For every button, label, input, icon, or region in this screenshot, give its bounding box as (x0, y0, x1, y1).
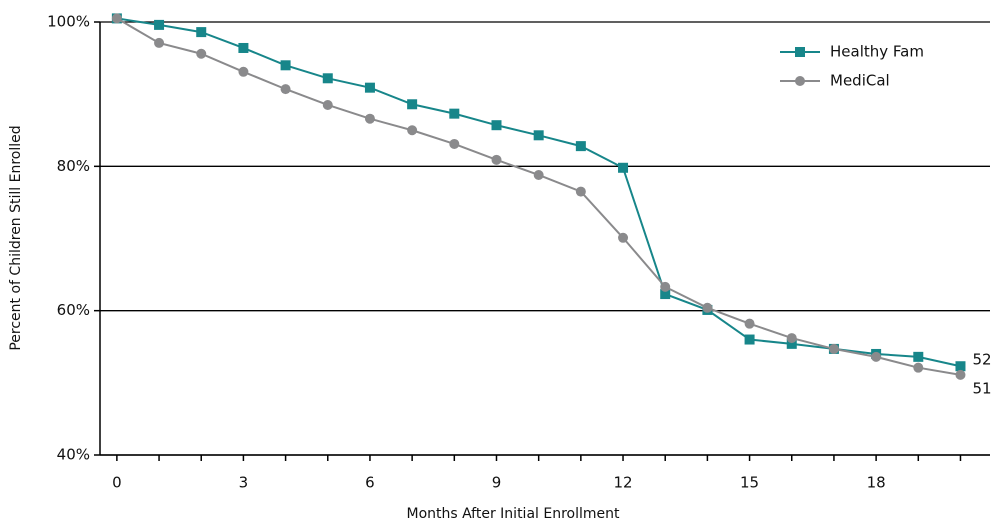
legend-marker (795, 76, 805, 86)
data-point (660, 289, 671, 300)
data-point (111, 13, 122, 24)
data-point (449, 138, 460, 149)
data-point (280, 60, 291, 71)
data-label: 52 (972, 351, 991, 369)
data-point (322, 73, 333, 84)
x-axis-title: Months After Initial Enrollment (406, 506, 620, 522)
data-point (618, 232, 629, 243)
y-tick-label: 40% (57, 446, 90, 464)
x-tick-label: 3 (239, 474, 249, 492)
data-point (744, 334, 755, 345)
data-point (407, 125, 418, 136)
data-point (364, 82, 375, 93)
data-point (575, 141, 586, 152)
x-tick-label: 15 (740, 474, 759, 492)
data-point (618, 162, 629, 173)
x-tick-label: 6 (365, 474, 375, 492)
data-point (280, 84, 291, 95)
data-point (533, 130, 544, 141)
data-point (449, 108, 460, 119)
x-tick-label: 18 (867, 474, 886, 492)
data-point (913, 362, 924, 373)
data-label: 51 (972, 379, 991, 397)
data-point (196, 27, 207, 38)
data-point (660, 281, 671, 292)
legend-label: Healthy Fam (830, 43, 924, 61)
data-point (786, 338, 797, 349)
data-point (491, 120, 502, 131)
data-point (154, 37, 165, 48)
data-point (828, 343, 839, 354)
data-point (871, 351, 882, 362)
data-point (786, 333, 797, 344)
data-point (575, 186, 586, 197)
x-tick-label: 0 (112, 474, 122, 492)
data-point (702, 302, 713, 313)
data-point (238, 42, 249, 53)
legend-label: MediCal (830, 72, 890, 90)
legend-marker (795, 47, 805, 57)
data-point (955, 361, 966, 372)
y-tick-label: 60% (57, 301, 90, 319)
x-tick-label: 9 (492, 474, 502, 492)
data-point (744, 318, 755, 329)
data-point (533, 169, 544, 180)
data-point (196, 48, 207, 59)
x-tick-label: 12 (613, 474, 632, 492)
data-point (955, 369, 966, 380)
data-point (322, 99, 333, 110)
data-point (913, 351, 924, 362)
y-tick-label: 80% (57, 157, 90, 175)
data-point (364, 113, 375, 124)
data-point (491, 154, 502, 165)
y-axis-title: Percent of Children Still Enrolled (8, 125, 24, 350)
data-point (407, 99, 418, 110)
data-point (238, 66, 249, 77)
y-tick-label: 100% (47, 13, 90, 31)
data-point (154, 19, 165, 30)
